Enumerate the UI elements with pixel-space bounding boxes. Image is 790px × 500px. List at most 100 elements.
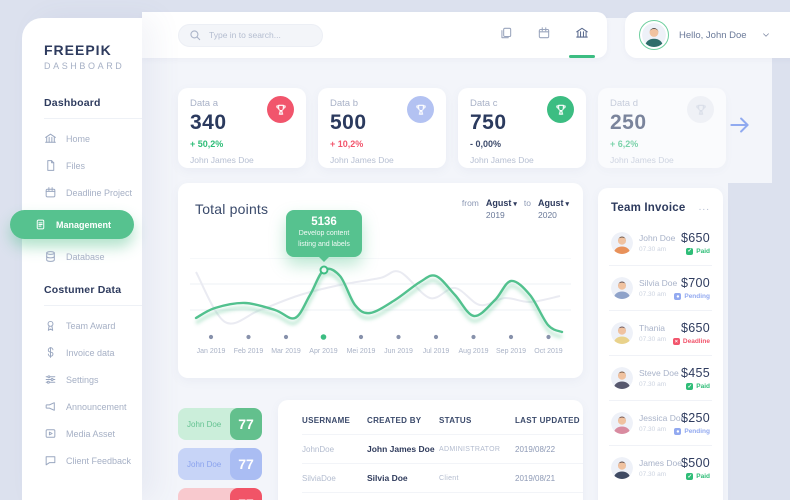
sidebar-item-files[interactable]: Files: [22, 152, 142, 179]
from-year-value: 2019: [485, 210, 505, 220]
column-header-username: USERNAME: [302, 416, 351, 425]
sidebar-item-label: Files: [66, 160, 86, 171]
invoice-row-silvia-doe[interactable]: Silvia Doe 07.30 am $700 ● Pending: [609, 265, 712, 310]
sidebar-item-label: Media Asset: [66, 428, 116, 439]
column-header-status: STATUS: [439, 416, 472, 425]
stat-card-data-a[interactable]: Data a 340 + 50,2% John James Doe: [178, 88, 306, 168]
copy-button[interactable]: [497, 22, 515, 49]
stat-value: 500: [330, 111, 367, 134]
chart-tooltip: 5136 Develop content listing and labels: [286, 210, 362, 262]
score-cards: John Doe 77 John Doe 77 John Doe 77: [178, 408, 262, 500]
score-value: 77: [230, 408, 262, 440]
stat-owner: John James Doe: [330, 155, 394, 165]
tooltip-text: Develop content listing and labels: [298, 230, 350, 248]
member-time: 07.30 am: [639, 336, 667, 343]
from-month-value: Agust: [485, 198, 512, 208]
sidebar-item-home[interactable]: Home: [22, 125, 142, 152]
stat-delta: + 6,2%: [610, 139, 639, 149]
from-label: from: [461, 198, 479, 208]
table-header-row: USERNAME CREATED BY STATUS LAST UPDATED: [302, 416, 583, 425]
client-feedback-icon: [44, 454, 57, 467]
invoice-right: $500 ✓ Paid: [681, 456, 710, 480]
status-badge: ✓ Paid: [686, 247, 710, 255]
member-time: 07.30 am: [639, 381, 667, 388]
ellipsis-menu-button[interactable]: ...: [698, 202, 710, 213]
sidebar-item-team-award[interactable]: Team Award: [22, 312, 142, 339]
invoice-row-steve-doe[interactable]: Steve Doe 07.30 am $455 ✓ Paid: [609, 355, 712, 400]
member-info: John Doe 07.30 am: [639, 233, 675, 253]
member-info: James Doe 07.30 am: [639, 458, 682, 478]
score-card[interactable]: John Doe 77: [178, 488, 262, 500]
score-value: 77: [230, 448, 262, 480]
member-name: Thania: [639, 323, 665, 333]
database-icon: [44, 250, 57, 263]
invoice-row-john-doe[interactable]: John Doe 07.30 am $650 ✓ Paid: [609, 220, 712, 265]
invoice-row-thania[interactable]: Thania 07.30 am $650 × Deadline: [609, 310, 712, 355]
stat-label: Data b: [330, 98, 358, 109]
from-month-select[interactable]: Agust ▾ 2019: [486, 198, 517, 220]
stat-card-data-b[interactable]: Data b 500 + 10,2% John James Doe: [318, 88, 446, 168]
stat-value: 250: [610, 111, 647, 134]
sidebar-item-label: Management: [56, 219, 112, 230]
invoice-amount: $650: [680, 230, 710, 245]
member-info: Thania 07.30 am: [639, 323, 666, 343]
sidebar-item-invoice-data[interactable]: Invoice data: [22, 339, 142, 366]
stat-value: 750: [470, 111, 507, 134]
section-heading: Dashboard: [44, 97, 101, 109]
settings-icon: [44, 373, 57, 386]
member-avatar: [611, 231, 633, 254]
chevron-down-icon[interactable]: [761, 30, 771, 40]
stat-owner: John James Doe: [610, 155, 674, 165]
deadline-icon: ×: [672, 338, 680, 345]
sidebar-item-deadline-project[interactable]: Deadline Project: [22, 179, 142, 206]
trophy-icon: [547, 96, 574, 123]
media-asset-icon: [44, 427, 57, 440]
member-time: 07.30 am: [639, 426, 667, 433]
member-avatar: [611, 412, 633, 434]
bank-button[interactable]: [569, 22, 595, 58]
invoice-row-james-doe[interactable]: James Doe 07.30 am $500 ✓ Paid: [609, 445, 712, 490]
status-badge: × Deadline: [672, 338, 710, 345]
sidebar-item-settings[interactable]: Settings: [22, 366, 142, 393]
member-time: 07.30 am: [639, 291, 667, 298]
avatar-ring: [639, 20, 669, 50]
score-card[interactable]: John Doe 77: [178, 408, 262, 440]
arrow-right-icon: [727, 112, 753, 138]
table-row-johndoe[interactable]: JohnDoe John James Doe ADMINISTRATOR 201…: [302, 434, 583, 454]
member-info: Silvia Doe 07.30 am: [639, 278, 677, 298]
sidebar-item-media-asset[interactable]: Media Asset: [22, 420, 142, 447]
member-avatar: [611, 277, 633, 299]
score-card[interactable]: John Doe 77: [178, 448, 262, 480]
calendar-button[interactable]: [535, 22, 553, 49]
sidebar-item-label: Settings: [66, 374, 99, 385]
sidebar-item-database[interactable]: Database: [22, 243, 142, 270]
member-avatar: [611, 322, 633, 344]
to-label: to: [523, 198, 531, 208]
to-month-select[interactable]: Agust ▾ 2020: [538, 198, 569, 220]
table-row-silviadoe[interactable]: SilviaDoe Silvia Doe Client 2019/08/21: [302, 463, 583, 483]
search-input[interactable]: [207, 29, 307, 41]
search-box[interactable]: [178, 23, 323, 47]
invoice-row-jessica-doe[interactable]: Jessica Doe 07.30 am $250 ● Pending: [609, 400, 712, 445]
member-name: John Doe: [639, 232, 676, 243]
sidebar-item-label: Invoice data: [66, 347, 115, 358]
team-invoice-header: Team Invoice ...: [611, 202, 710, 214]
stat-card-data-c[interactable]: Data c 750 - 0,00% John James Doe: [458, 88, 586, 168]
stat-cards-row: Data a 340 + 50,2% John James Doe Data b …: [178, 88, 726, 168]
stat-card-data-d[interactable]: Data d 250 + 6,2% John James Doe: [598, 88, 726, 168]
sidebar-item-label: Team Award: [66, 320, 116, 331]
sidebar-item-management[interactable]: Management: [10, 210, 134, 239]
stat-delta: - 0,00%: [470, 139, 502, 149]
sidebar-item-announcement[interactable]: Announcement: [22, 393, 142, 420]
table-body: JohnDoe John James Doe ADMINISTRATOR 201…: [302, 434, 583, 500]
sidebar-item-client-feedback[interactable]: Client Feedback: [22, 447, 142, 474]
table-row-rebeccadoe[interactable]: RebeccaDoe Rebecca Doe ADMINISTRATOR 201…: [302, 492, 583, 500]
next-page-arrow-button[interactable]: [727, 112, 753, 138]
x-axis-label: Jun 2019: [384, 348, 413, 355]
deadline-project-icon: [44, 186, 57, 199]
member-name: James Doe: [639, 458, 682, 468]
member-avatar: [611, 367, 633, 389]
x-axis-label: Mar 2019: [271, 348, 301, 355]
stat-label: Data a: [190, 98, 218, 109]
profile-menu[interactable]: Hello, John Doe: [625, 12, 790, 58]
